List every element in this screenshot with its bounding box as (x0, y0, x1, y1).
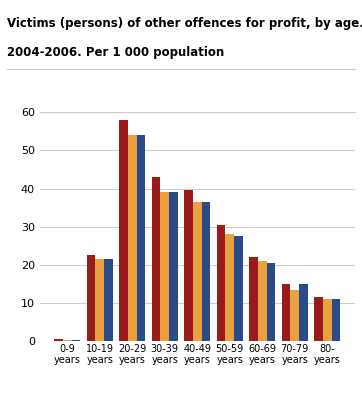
Bar (152, 177, 160, 341)
Bar (249, 257, 258, 341)
Bar (104, 259, 113, 341)
Text: Victims (persons) of other offences for profit, by age.: Victims (persons) of other offences for … (7, 17, 362, 30)
Bar (258, 261, 267, 341)
Bar (290, 290, 299, 341)
Bar (323, 299, 332, 341)
Bar (226, 234, 234, 341)
Bar (234, 236, 243, 341)
Bar (216, 225, 226, 341)
Bar (202, 202, 210, 341)
Bar (96, 259, 104, 341)
Bar (169, 192, 178, 341)
Bar (119, 120, 128, 341)
Bar (54, 339, 63, 341)
Bar (160, 192, 169, 341)
Bar (299, 284, 308, 341)
Bar (184, 191, 193, 341)
Bar (193, 202, 202, 341)
Text: 2004-2006. Per 1 000 population: 2004-2006. Per 1 000 population (7, 46, 224, 59)
Bar (128, 135, 137, 341)
Bar (137, 135, 146, 341)
Bar (314, 297, 323, 341)
Bar (63, 340, 72, 341)
Bar (332, 299, 340, 341)
Bar (267, 263, 275, 341)
Bar (87, 255, 96, 341)
Bar (282, 284, 290, 341)
Bar (72, 340, 80, 341)
